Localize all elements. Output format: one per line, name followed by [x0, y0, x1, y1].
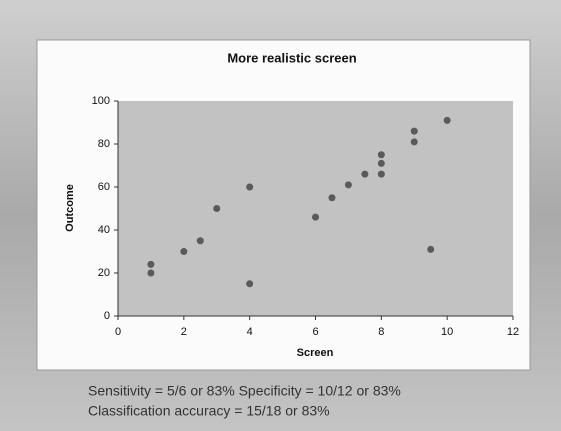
page: More realistic screen Screen Outcome Sen…: [0, 0, 561, 431]
point: [378, 171, 385, 178]
annotation: Sensitivity = 5/6 or 83% Specificity = 1…: [88, 383, 401, 399]
point: [312, 214, 319, 221]
y-tick-label: 60: [98, 181, 110, 193]
point: [147, 261, 154, 268]
y-tick-label: 80: [98, 138, 110, 150]
point: [427, 246, 434, 253]
point: [411, 128, 418, 135]
point: [213, 205, 220, 212]
x-tick-label: 8: [378, 326, 384, 338]
point: [361, 171, 368, 178]
point: [246, 184, 253, 191]
plot-area: [118, 101, 513, 316]
x-tick-label: 0: [115, 326, 121, 338]
annotation: Classification accuracy = 15/18 or 83%: [88, 403, 330, 419]
chart: More realistic screen Screen Outcome Sen…: [0, 0, 561, 431]
point: [378, 151, 385, 158]
x-tick-label: 4: [247, 326, 253, 338]
point: [328, 194, 335, 201]
point: [378, 160, 385, 167]
point: [180, 248, 187, 255]
point: [246, 280, 253, 287]
chart-title: More realistic screen: [227, 50, 356, 65]
y-axis-label: Outcome: [64, 184, 76, 232]
y-tick-label: 40: [98, 224, 110, 236]
point: [197, 237, 204, 244]
y-tick-label: 0: [104, 310, 110, 322]
y-tick-label: 20: [98, 267, 110, 279]
point: [345, 181, 352, 188]
x-tick-label: 2: [181, 326, 187, 338]
point: [444, 117, 451, 124]
y-tick-label: 100: [92, 95, 110, 107]
point: [147, 270, 154, 277]
x-axis-label: Screen: [297, 347, 334, 359]
x-tick-label: 12: [507, 326, 519, 338]
x-tick-label: 10: [441, 326, 453, 338]
point: [411, 138, 418, 145]
x-tick-label: 6: [312, 326, 318, 338]
